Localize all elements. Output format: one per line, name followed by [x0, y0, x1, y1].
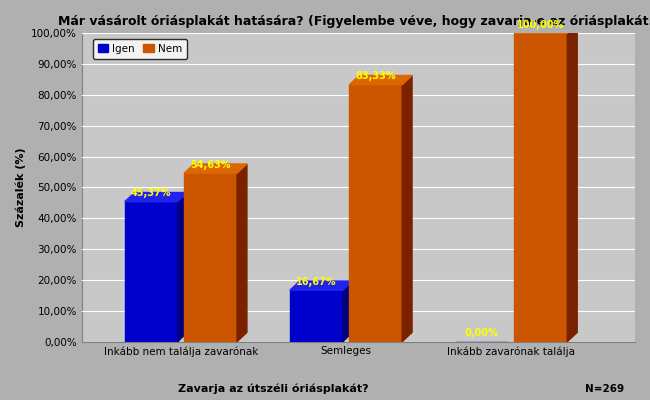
Polygon shape	[514, 24, 577, 33]
Text: Zavarja az útszéli óriásplakát?: Zavarja az útszéli óriásplakát?	[177, 384, 369, 394]
Bar	[349, 85, 402, 342]
Text: N=269: N=269	[585, 384, 624, 394]
Polygon shape	[290, 281, 352, 290]
Bar	[514, 33, 567, 342]
Y-axis label: Százalék (%): Százalék (%)	[15, 148, 25, 227]
Text: 45,37%: 45,37%	[131, 188, 172, 198]
Text: 0,00%: 0,00%	[465, 328, 499, 338]
Text: 100,00%: 100,00%	[517, 20, 564, 30]
Polygon shape	[184, 164, 247, 173]
Bar	[184, 173, 237, 342]
Polygon shape	[237, 164, 247, 342]
Title: Már vásárolt óriásplakát hatására? (Figyelembe véve, hogy zavarja-e az óriásplak: Már vásárolt óriásplakát hatására? (Figy…	[58, 15, 650, 28]
Text: 16,67%: 16,67%	[296, 276, 337, 286]
Polygon shape	[125, 192, 187, 202]
Legend: Igen, Nem: Igen, Nem	[92, 38, 187, 59]
Bar	[125, 202, 177, 342]
Bar	[290, 290, 343, 342]
Polygon shape	[177, 192, 187, 342]
Polygon shape	[567, 24, 577, 342]
Text: 83,33%: 83,33%	[356, 71, 396, 81]
Polygon shape	[402, 76, 412, 342]
Polygon shape	[349, 76, 412, 85]
Text: 54,63%: 54,63%	[190, 160, 231, 170]
Polygon shape	[343, 281, 352, 342]
